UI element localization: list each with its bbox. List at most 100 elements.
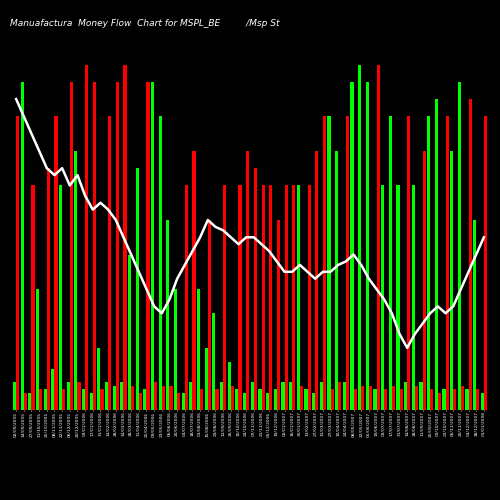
Bar — [412, 186, 415, 410]
Bar — [374, 390, 376, 410]
Bar — [28, 392, 32, 410]
Bar — [246, 151, 249, 410]
Bar — [128, 254, 131, 410]
Bar — [430, 390, 434, 410]
Bar — [124, 64, 126, 410]
Bar — [251, 382, 254, 410]
Bar — [185, 186, 188, 410]
Bar — [304, 390, 308, 410]
Bar — [44, 390, 47, 410]
Bar — [90, 392, 93, 410]
Bar — [151, 82, 154, 410]
Bar — [442, 390, 446, 410]
Bar — [212, 314, 216, 410]
Bar — [435, 99, 438, 410]
Bar — [297, 186, 300, 410]
Bar — [420, 382, 422, 410]
Bar — [473, 220, 476, 410]
Bar — [174, 289, 177, 410]
Bar — [320, 382, 323, 410]
Bar — [62, 390, 65, 410]
Bar — [266, 392, 269, 410]
Bar — [446, 116, 448, 410]
Bar — [315, 151, 318, 410]
Bar — [59, 186, 62, 410]
Bar — [312, 392, 315, 410]
Text: Manuafactura  Money Flow  Chart for MSPL_BE         /Msp St: Manuafactura Money Flow Chart for MSPL_B… — [10, 19, 280, 28]
Bar — [236, 390, 238, 410]
Bar — [52, 368, 54, 410]
Bar — [458, 82, 461, 410]
Bar — [98, 348, 100, 410]
Bar — [389, 116, 392, 410]
Bar — [400, 390, 402, 410]
Bar — [223, 186, 226, 410]
Bar — [131, 386, 134, 410]
Bar — [422, 151, 426, 410]
Bar — [20, 82, 24, 410]
Bar — [376, 64, 380, 410]
Bar — [381, 186, 384, 410]
Bar — [228, 362, 231, 410]
Bar — [39, 390, 42, 410]
Bar — [231, 386, 234, 410]
Bar — [139, 392, 142, 410]
Bar — [369, 386, 372, 410]
Bar — [484, 116, 487, 410]
Bar — [461, 386, 464, 410]
Bar — [328, 116, 330, 410]
Bar — [32, 186, 34, 410]
Bar — [159, 116, 162, 410]
Bar — [282, 382, 284, 410]
Bar — [366, 82, 369, 410]
Bar — [468, 99, 471, 410]
Bar — [24, 392, 27, 410]
Bar — [262, 186, 264, 410]
Bar — [146, 82, 150, 410]
Bar — [78, 382, 80, 410]
Bar — [481, 392, 484, 410]
Bar — [82, 390, 85, 410]
Bar — [392, 386, 395, 410]
Bar — [162, 386, 165, 410]
Bar — [116, 82, 119, 410]
Bar — [323, 116, 326, 410]
Bar — [93, 82, 96, 410]
Bar — [16, 116, 19, 410]
Bar — [205, 348, 208, 410]
Bar — [476, 390, 480, 410]
Bar — [354, 390, 356, 410]
Bar — [238, 186, 242, 410]
Bar — [453, 390, 456, 410]
Bar — [284, 186, 288, 410]
Bar — [277, 220, 280, 410]
Bar — [415, 386, 418, 410]
Bar — [243, 392, 246, 410]
Bar — [197, 289, 200, 410]
Bar — [108, 116, 111, 410]
Bar — [105, 382, 108, 410]
Bar — [144, 390, 146, 410]
Bar — [136, 168, 139, 410]
Bar — [358, 64, 361, 410]
Bar — [350, 82, 354, 410]
Bar — [308, 186, 310, 410]
Bar — [338, 382, 341, 410]
Bar — [396, 186, 400, 410]
Bar — [335, 151, 338, 410]
Bar — [343, 382, 346, 410]
Bar — [120, 382, 124, 410]
Bar — [66, 382, 70, 410]
Bar — [85, 64, 88, 410]
Bar — [216, 390, 218, 410]
Bar — [466, 390, 468, 410]
Bar — [100, 390, 103, 410]
Bar — [407, 116, 410, 410]
Bar — [177, 392, 180, 410]
Bar — [438, 392, 441, 410]
Bar — [200, 390, 203, 410]
Bar — [330, 390, 334, 410]
Bar — [220, 382, 223, 410]
Bar — [182, 392, 185, 410]
Bar — [300, 386, 303, 410]
